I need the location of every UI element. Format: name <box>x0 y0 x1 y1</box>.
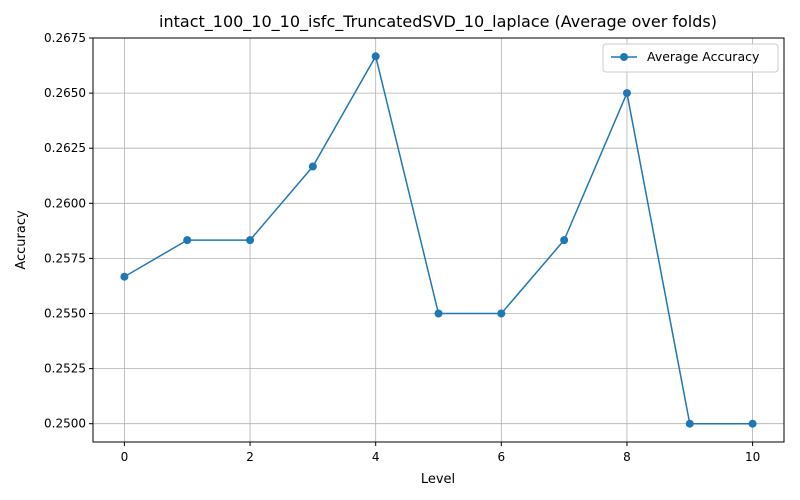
legend: Average Accuracy <box>602 43 779 73</box>
legend-label: Average Accuracy <box>647 49 760 64</box>
y-tick-label: 0.2550 <box>44 307 86 321</box>
axes: 0 2 4 6 8 10 0.2500 0.2525 0.2550 0.2575 0.2600 0.2… <box>44 31 785 464</box>
data-point <box>748 419 757 428</box>
data-point <box>560 236 569 245</box>
y-axis-label: Accuracy <box>14 210 29 270</box>
x-tick-label: 4 <box>372 450 380 464</box>
series-layer <box>120 52 757 428</box>
data-point <box>434 309 443 318</box>
legend-marker-swatch <box>620 53 628 61</box>
y-tick-label: 0.2500 <box>44 417 86 431</box>
data-point <box>497 309 506 318</box>
x-tick-label: 8 <box>623 450 631 464</box>
data-point <box>685 419 694 428</box>
plot-frame <box>92 37 785 443</box>
x-axis-label: Level <box>421 472 455 487</box>
data-point <box>308 162 317 171</box>
data-point <box>120 272 129 281</box>
x-tick-label: 6 <box>497 450 505 464</box>
x-tick-label: 10 <box>745 450 760 464</box>
y-tick-label: 0.2525 <box>44 362 86 376</box>
x-tick-label: 0 <box>121 450 129 464</box>
legend-box <box>602 43 779 73</box>
y-tick-label: 0.2600 <box>44 196 86 210</box>
y-tick-label: 0.2650 <box>44 86 86 100</box>
y-tick-label: 0.2625 <box>44 141 86 155</box>
data-point <box>246 236 255 245</box>
y-tick-label: 0.2675 <box>44 31 86 45</box>
data-point <box>622 89 631 98</box>
y-tick-label: 0.2575 <box>44 251 86 265</box>
data-point <box>183 236 192 245</box>
data-point <box>371 52 380 61</box>
x-tick-label: 2 <box>246 450 254 464</box>
chart-title: intact_100_10_10_isfc_TruncatedSVD_10_la… <box>159 12 717 32</box>
